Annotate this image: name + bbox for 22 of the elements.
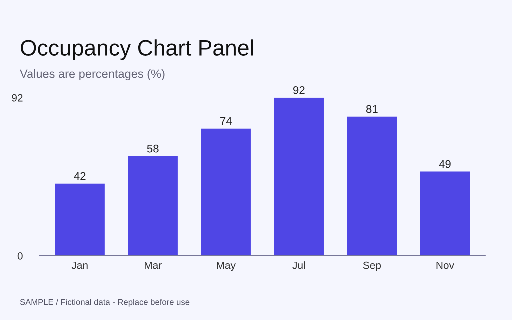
data-label: 58 [147,144,159,153]
text: SAMPLE / Fictional data - Replace before use [20,299,190,307]
chart-title: Occupancy Chart Panel [21,40,254,60]
x-tick-label: Jan [72,262,88,270]
bar [274,98,324,256]
data-label: 42 [74,172,86,180]
x-tick-label: Jul [292,262,306,270]
data-label: 74 [220,118,232,126]
x-tick-label: Sep [363,262,382,272]
data-label: 81 [366,105,378,114]
x-tick-label: May [217,262,236,272]
bar [420,172,470,256]
bar [347,116,398,256]
bar [201,128,251,256]
bar [55,184,105,256]
data-label: 92 [294,86,305,94]
bar [128,156,178,256]
data-label: 49 [439,160,451,168]
x-tick-label: Mar [145,262,162,270]
chart-subtitle: Values are percentages (%) [20,70,165,81]
y-tick-label: 0 [18,252,23,260]
x-tick-label: Nov [436,262,454,270]
